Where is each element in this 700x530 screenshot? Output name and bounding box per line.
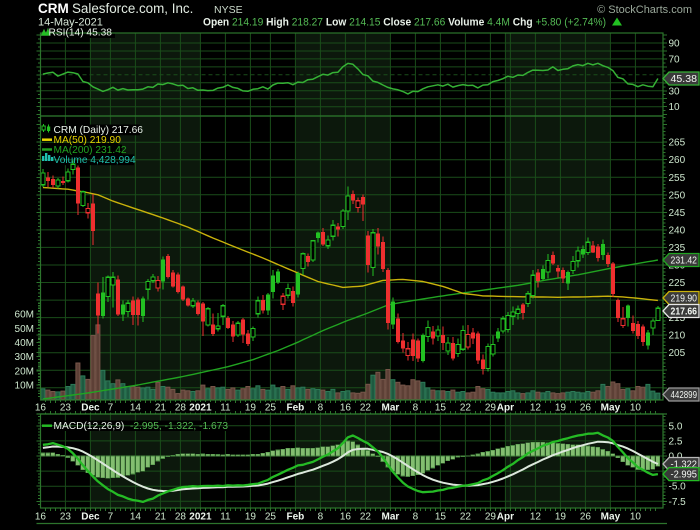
svg-text:19: 19	[555, 403, 567, 414]
svg-text:MA(200) 231.42: MA(200) 231.42	[54, 145, 127, 156]
svg-text:8: 8	[413, 512, 419, 523]
svg-text:50M: 50M	[15, 324, 34, 335]
svg-text:Mar: Mar	[382, 403, 400, 414]
svg-text:-5.0: -5.0	[669, 482, 687, 493]
svg-text:23: 23	[60, 512, 72, 523]
svg-text:70: 70	[669, 54, 681, 65]
svg-text:7: 7	[108, 403, 114, 414]
svg-text:231.42: 231.42	[671, 256, 698, 267]
svg-text:16: 16	[340, 403, 352, 414]
svg-text:Apr: Apr	[497, 403, 514, 414]
svg-text:250: 250	[669, 190, 686, 201]
svg-text:22: 22	[460, 512, 472, 523]
svg-text:2021: 2021	[189, 403, 212, 414]
svg-text:30: 30	[669, 86, 681, 97]
svg-text:-2.995: -2.995	[671, 470, 698, 481]
svg-text:Feb: Feb	[287, 403, 305, 414]
svg-text:25: 25	[265, 512, 277, 523]
svg-text:10: 10	[669, 102, 681, 113]
svg-text:23: 23	[60, 403, 72, 414]
svg-text:Open 214.19 High 218.27 Low 21: Open 214.19 High 218.27 Low 214.15 Close…	[203, 17, 606, 29]
svg-text:16: 16	[340, 512, 352, 523]
svg-text:8: 8	[413, 403, 419, 414]
svg-text:11: 11	[220, 403, 231, 414]
svg-text:255: 255	[669, 173, 686, 184]
svg-text:265: 265	[669, 138, 686, 149]
svg-text:MA(50) 219.90: MA(50) 219.90	[54, 135, 122, 146]
svg-text:16: 16	[35, 403, 47, 414]
svg-text:22: 22	[460, 403, 472, 414]
svg-text:10M: 10M	[15, 381, 34, 392]
svg-text:Mar: Mar	[382, 512, 400, 523]
svg-text:7: 7	[108, 512, 114, 523]
svg-text:5.0: 5.0	[669, 421, 683, 432]
svg-text:Volume 4,428,994: Volume 4,428,994	[54, 155, 136, 166]
svg-text:28: 28	[175, 403, 187, 414]
svg-text:26: 26	[580, 512, 592, 523]
svg-text:20M: 20M	[15, 366, 34, 377]
svg-text:245: 245	[669, 208, 686, 219]
svg-text:14: 14	[130, 403, 142, 414]
svg-text:Feb: Feb	[287, 512, 305, 523]
svg-text:210: 210	[669, 331, 686, 342]
svg-text:RSI(14) 45.38: RSI(14) 45.38	[49, 28, 113, 39]
svg-text:442899: 442899	[671, 390, 698, 401]
svg-text:10: 10	[630, 512, 642, 523]
svg-text:14: 14	[130, 512, 142, 523]
svg-text:22: 22	[360, 512, 372, 523]
svg-text:12: 12	[530, 403, 542, 414]
svg-text:45.38: 45.38	[671, 74, 698, 85]
svg-text:-2.995, -1.322, -1.673: -2.995, -1.322, -1.673	[130, 421, 228, 432]
svg-text:21: 21	[155, 512, 167, 523]
svg-text:-1.322: -1.322	[671, 460, 698, 471]
svg-text:© StockCharts.com: © StockCharts.com	[597, 4, 692, 16]
svg-text:215: 215	[669, 313, 686, 324]
svg-text:19: 19	[555, 512, 567, 523]
svg-text:28: 28	[175, 512, 187, 523]
svg-text:29: 29	[485, 403, 497, 414]
svg-text:90: 90	[669, 39, 681, 50]
svg-text:60M: 60M	[15, 310, 34, 321]
svg-text:40M: 40M	[15, 338, 34, 349]
svg-text:11: 11	[220, 512, 231, 523]
svg-text:15: 15	[435, 403, 447, 414]
svg-text:19: 19	[245, 512, 257, 523]
svg-text:10: 10	[630, 403, 642, 414]
svg-text:19: 19	[245, 403, 257, 414]
svg-text:205: 205	[669, 348, 686, 359]
svg-text:217.66: 217.66	[671, 307, 698, 318]
svg-text:240: 240	[669, 225, 686, 236]
svg-text:8: 8	[318, 512, 324, 523]
svg-text:MACD(12,26,9): MACD(12,26,9)	[54, 421, 125, 432]
svg-text:CRM: CRM	[38, 1, 69, 16]
svg-text:2.5: 2.5	[669, 436, 683, 447]
svg-text:Salesforce.com, Inc.: Salesforce.com, Inc.	[72, 1, 193, 16]
svg-text:22: 22	[360, 403, 372, 414]
svg-text:29: 29	[485, 512, 497, 523]
svg-text:235: 235	[669, 243, 686, 254]
svg-text:-7.5: -7.5	[669, 497, 687, 508]
svg-text:26: 26	[580, 403, 592, 414]
svg-text:May: May	[601, 512, 621, 523]
svg-text:21: 21	[155, 403, 167, 414]
svg-text:Dec: Dec	[81, 512, 100, 523]
svg-text:8: 8	[318, 403, 324, 414]
svg-text:14-May-2021: 14-May-2021	[38, 17, 103, 29]
svg-text:12: 12	[530, 512, 542, 523]
svg-text:Dec: Dec	[81, 403, 100, 414]
svg-text:May: May	[601, 403, 621, 414]
svg-text:Apr: Apr	[497, 512, 514, 523]
svg-text:NYSE: NYSE	[214, 4, 243, 16]
svg-text:30M: 30M	[15, 352, 34, 363]
svg-text:CRM (Daily) 217.66: CRM (Daily) 217.66	[54, 125, 144, 136]
svg-text:219.90: 219.90	[671, 294, 698, 305]
svg-text:16: 16	[35, 512, 47, 523]
svg-text:25: 25	[265, 403, 277, 414]
svg-text:260: 260	[669, 155, 686, 166]
svg-text:15: 15	[435, 512, 447, 523]
svg-text:225: 225	[669, 278, 686, 289]
svg-text:2021: 2021	[189, 512, 212, 523]
